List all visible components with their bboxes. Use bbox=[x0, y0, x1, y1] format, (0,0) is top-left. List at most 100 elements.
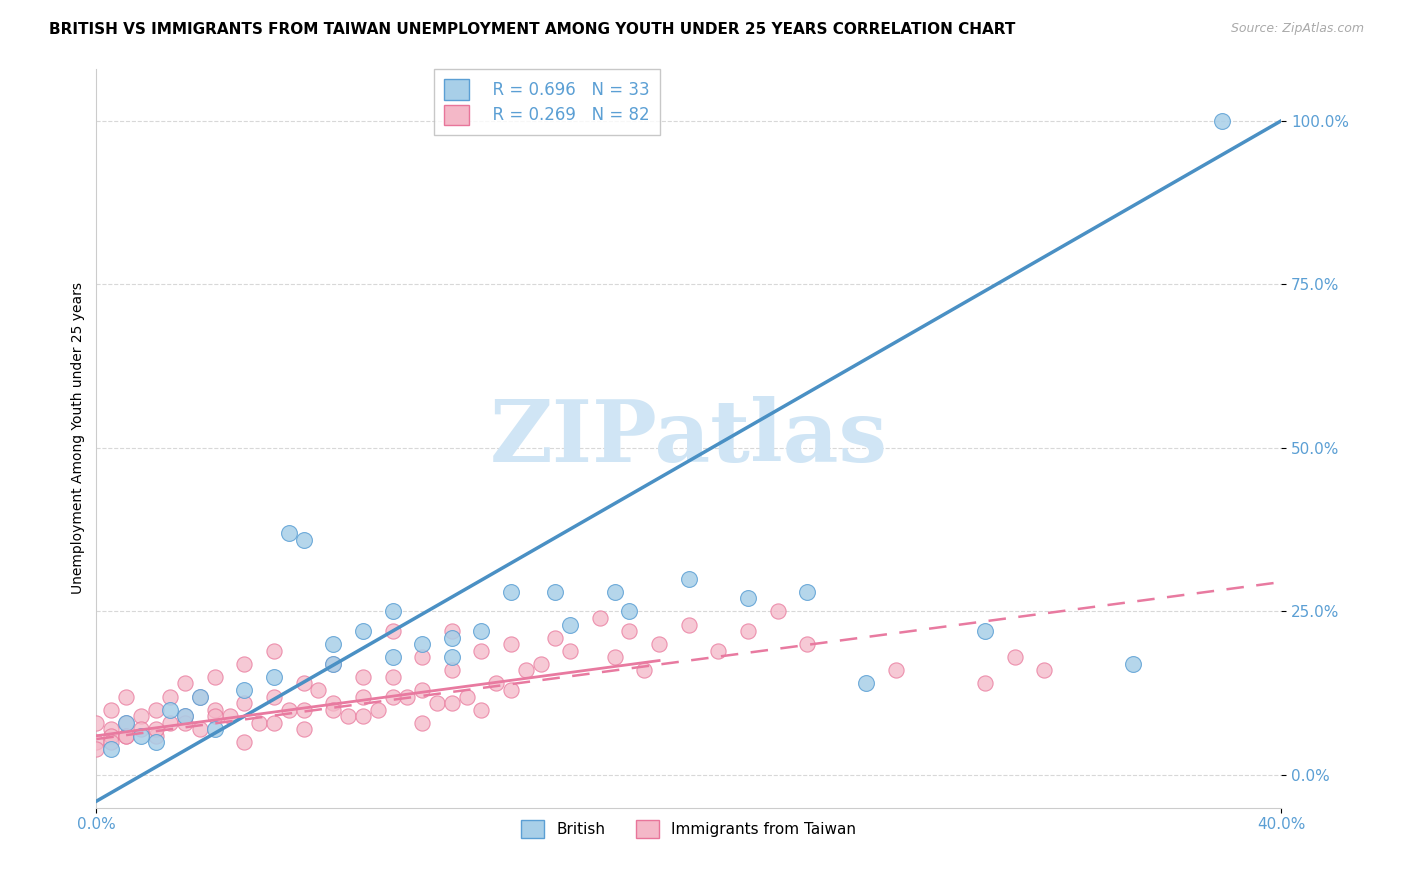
Point bbox=[233, 657, 256, 671]
Point bbox=[411, 637, 433, 651]
Point bbox=[426, 696, 449, 710]
Point bbox=[352, 624, 374, 639]
Point bbox=[766, 605, 789, 619]
Point bbox=[263, 690, 285, 704]
Point bbox=[277, 703, 299, 717]
Point bbox=[485, 676, 508, 690]
Point bbox=[560, 644, 582, 658]
Point bbox=[456, 690, 478, 704]
Point bbox=[263, 715, 285, 730]
Point bbox=[188, 723, 211, 737]
Point bbox=[707, 644, 730, 658]
Point bbox=[322, 657, 344, 671]
Point bbox=[544, 631, 567, 645]
Point bbox=[174, 676, 197, 690]
Point bbox=[145, 729, 167, 743]
Point bbox=[411, 683, 433, 698]
Point bbox=[796, 585, 818, 599]
Point bbox=[352, 709, 374, 723]
Point bbox=[411, 715, 433, 730]
Point bbox=[352, 690, 374, 704]
Point bbox=[499, 585, 522, 599]
Point bbox=[603, 650, 626, 665]
Point bbox=[322, 657, 344, 671]
Point bbox=[233, 735, 256, 749]
Point bbox=[381, 605, 404, 619]
Legend: British, Immigrants from Taiwan: British, Immigrants from Taiwan bbox=[515, 814, 862, 845]
Point bbox=[233, 683, 256, 698]
Point bbox=[530, 657, 553, 671]
Point bbox=[292, 723, 315, 737]
Point bbox=[100, 703, 122, 717]
Point bbox=[737, 624, 759, 639]
Point bbox=[174, 709, 197, 723]
Point bbox=[115, 690, 138, 704]
Point bbox=[381, 624, 404, 639]
Point bbox=[159, 703, 181, 717]
Point bbox=[115, 729, 138, 743]
Point bbox=[86, 742, 108, 756]
Point bbox=[292, 703, 315, 717]
Point bbox=[292, 676, 315, 690]
Point bbox=[470, 703, 492, 717]
Point bbox=[100, 729, 122, 743]
Point bbox=[145, 723, 167, 737]
Text: ZIPatlas: ZIPatlas bbox=[489, 396, 887, 480]
Point bbox=[1033, 664, 1056, 678]
Point bbox=[100, 742, 122, 756]
Point bbox=[308, 683, 330, 698]
Point bbox=[204, 670, 226, 684]
Point bbox=[381, 690, 404, 704]
Point bbox=[440, 664, 463, 678]
Point bbox=[515, 664, 537, 678]
Point bbox=[86, 735, 108, 749]
Point bbox=[188, 690, 211, 704]
Point bbox=[619, 624, 641, 639]
Point bbox=[145, 703, 167, 717]
Point bbox=[440, 650, 463, 665]
Point bbox=[796, 637, 818, 651]
Point bbox=[204, 703, 226, 717]
Y-axis label: Unemployment Among Youth under 25 years: Unemployment Among Youth under 25 years bbox=[72, 282, 86, 594]
Point bbox=[396, 690, 419, 704]
Point bbox=[115, 715, 138, 730]
Point bbox=[411, 650, 433, 665]
Point bbox=[737, 591, 759, 606]
Point bbox=[619, 605, 641, 619]
Point bbox=[322, 703, 344, 717]
Point bbox=[678, 572, 700, 586]
Point bbox=[470, 644, 492, 658]
Point bbox=[1122, 657, 1144, 671]
Point bbox=[159, 715, 181, 730]
Point bbox=[589, 611, 612, 625]
Point bbox=[100, 723, 122, 737]
Point bbox=[855, 676, 877, 690]
Point bbox=[129, 729, 152, 743]
Point bbox=[974, 624, 997, 639]
Point bbox=[115, 729, 138, 743]
Point bbox=[263, 670, 285, 684]
Point bbox=[129, 723, 152, 737]
Point bbox=[974, 676, 997, 690]
Point bbox=[188, 690, 211, 704]
Point bbox=[352, 670, 374, 684]
Point bbox=[440, 696, 463, 710]
Point bbox=[292, 533, 315, 547]
Point bbox=[233, 696, 256, 710]
Point bbox=[884, 664, 907, 678]
Point bbox=[560, 617, 582, 632]
Point bbox=[247, 715, 270, 730]
Point bbox=[277, 526, 299, 541]
Text: BRITISH VS IMMIGRANTS FROM TAIWAN UNEMPLOYMENT AMONG YOUTH UNDER 25 YEARS CORREL: BRITISH VS IMMIGRANTS FROM TAIWAN UNEMPL… bbox=[49, 22, 1015, 37]
Point bbox=[204, 723, 226, 737]
Point bbox=[381, 670, 404, 684]
Point bbox=[440, 631, 463, 645]
Point bbox=[648, 637, 671, 651]
Point bbox=[499, 683, 522, 698]
Point bbox=[440, 624, 463, 639]
Text: Source: ZipAtlas.com: Source: ZipAtlas.com bbox=[1230, 22, 1364, 36]
Point bbox=[204, 709, 226, 723]
Point bbox=[86, 715, 108, 730]
Point bbox=[322, 637, 344, 651]
Point bbox=[470, 624, 492, 639]
